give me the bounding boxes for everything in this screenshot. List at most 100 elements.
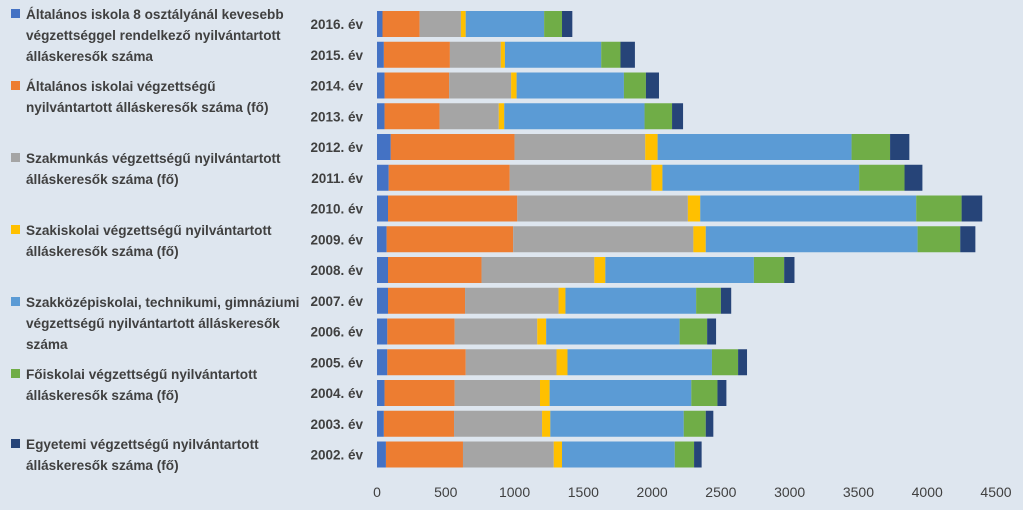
bar-segment [377, 257, 389, 283]
bar-segment [565, 287, 697, 314]
bar-segment [377, 72, 385, 99]
category-label: 2011. év [311, 171, 363, 186]
bar-segment [377, 380, 385, 406]
legend-swatch [11, 369, 20, 378]
category-label: 2003. év [310, 417, 363, 432]
bar-segment [388, 257, 482, 283]
bar-segment [651, 164, 663, 191]
bar-segment [683, 410, 706, 437]
category-label: 2002. év [310, 448, 363, 463]
bar-segment [388, 287, 466, 314]
bar-segment [384, 103, 440, 130]
bar-segment [504, 41, 602, 68]
bar-segment [509, 164, 652, 191]
bar-segment [605, 257, 754, 283]
x-tick-label: 2000 [637, 484, 668, 500]
legend-swatch [11, 153, 20, 162]
bar-segment [679, 318, 708, 345]
bar-segment [383, 410, 455, 437]
bar-segment [562, 11, 573, 37]
bar-segment [693, 226, 706, 253]
bar-segment [550, 410, 684, 437]
bar-segment [657, 134, 852, 160]
bar-segment [504, 103, 645, 130]
bar-segment [377, 134, 391, 160]
bar-segment [687, 195, 701, 222]
legend-label: Általános iskolai végzettségű nyilvántar… [26, 79, 269, 115]
bar-segment [738, 349, 748, 376]
bar-segment [384, 72, 450, 99]
bar-segment [419, 11, 461, 37]
bar-segment [720, 287, 732, 314]
category-label: 2006. év [310, 325, 363, 340]
bar-segment [904, 164, 923, 191]
bar-segment [377, 103, 385, 130]
bar-segment [700, 195, 917, 222]
category-label: 2009. év [310, 232, 363, 247]
bar-segment [711, 349, 739, 376]
category-label: 2010. év [310, 202, 363, 217]
bar-segment [465, 11, 545, 37]
bar-segment [558, 287, 566, 314]
x-tick-label: 3000 [774, 484, 805, 500]
bar-segment [386, 226, 514, 253]
bar-segment [556, 349, 568, 376]
legend-label: Általános iskola 8 osztályánál kevesebb … [26, 7, 284, 64]
category-label: 2016. év [310, 17, 363, 32]
bar-segment [460, 11, 466, 37]
bar-segment [382, 11, 420, 37]
bar-segment [705, 226, 918, 253]
bar-segment [449, 72, 512, 99]
bar-segment [645, 72, 659, 99]
bar-segment [544, 11, 563, 37]
x-tick-label: 3500 [843, 484, 874, 500]
bar-segment [691, 380, 718, 406]
bar-segment [672, 103, 684, 130]
bar-segment [498, 103, 505, 130]
category-label: 2005. év [310, 355, 363, 370]
category-label: 2015. év [310, 48, 363, 63]
bar-segment [753, 257, 785, 283]
bar-segment [890, 134, 910, 160]
legend-swatch [11, 297, 20, 306]
bar-segment [696, 287, 721, 314]
bar-segment [449, 41, 501, 68]
bar-segment [594, 257, 606, 283]
bar-segment [549, 380, 692, 406]
bar-segment [454, 318, 538, 345]
bar-segment [384, 380, 455, 406]
bar-segment [540, 380, 550, 406]
bar-segment [717, 380, 727, 406]
bar-segment [377, 441, 386, 468]
bar-segment [645, 134, 658, 160]
bar-segment [961, 195, 983, 222]
legend-label: Szakiskolai végzettségű nyilvántartott á… [26, 223, 272, 259]
bar-segment [674, 441, 695, 468]
legend-label: Szakközépiskolai, technikumi, gimnáziumi… [26, 295, 300, 352]
bar-segment [517, 195, 688, 222]
bar-segment [546, 318, 680, 345]
bar-segment [513, 226, 694, 253]
bar-segment [387, 318, 455, 345]
bar-segment [377, 11, 383, 37]
bar-segment [383, 41, 450, 68]
x-tick-label: 1000 [499, 484, 530, 500]
bar-segment [514, 134, 646, 160]
bar-segment [542, 410, 551, 437]
bar-segment [705, 410, 714, 437]
bar-segment [601, 41, 621, 68]
bar-segment [694, 441, 702, 468]
bar-segment [387, 349, 466, 376]
category-label: 2008. év [310, 263, 363, 278]
bar-segment [662, 164, 860, 191]
bar-segment [377, 226, 387, 253]
bar-segment [500, 41, 505, 68]
x-tick-label: 2500 [705, 484, 736, 500]
legend-swatch [11, 225, 20, 234]
bar-segment [562, 441, 675, 468]
category-label: 2007. év [310, 294, 363, 309]
bar-segment [537, 318, 547, 345]
category-label: 2014. év [310, 79, 363, 94]
bar-segment [388, 195, 518, 222]
bar-segment [388, 164, 510, 191]
